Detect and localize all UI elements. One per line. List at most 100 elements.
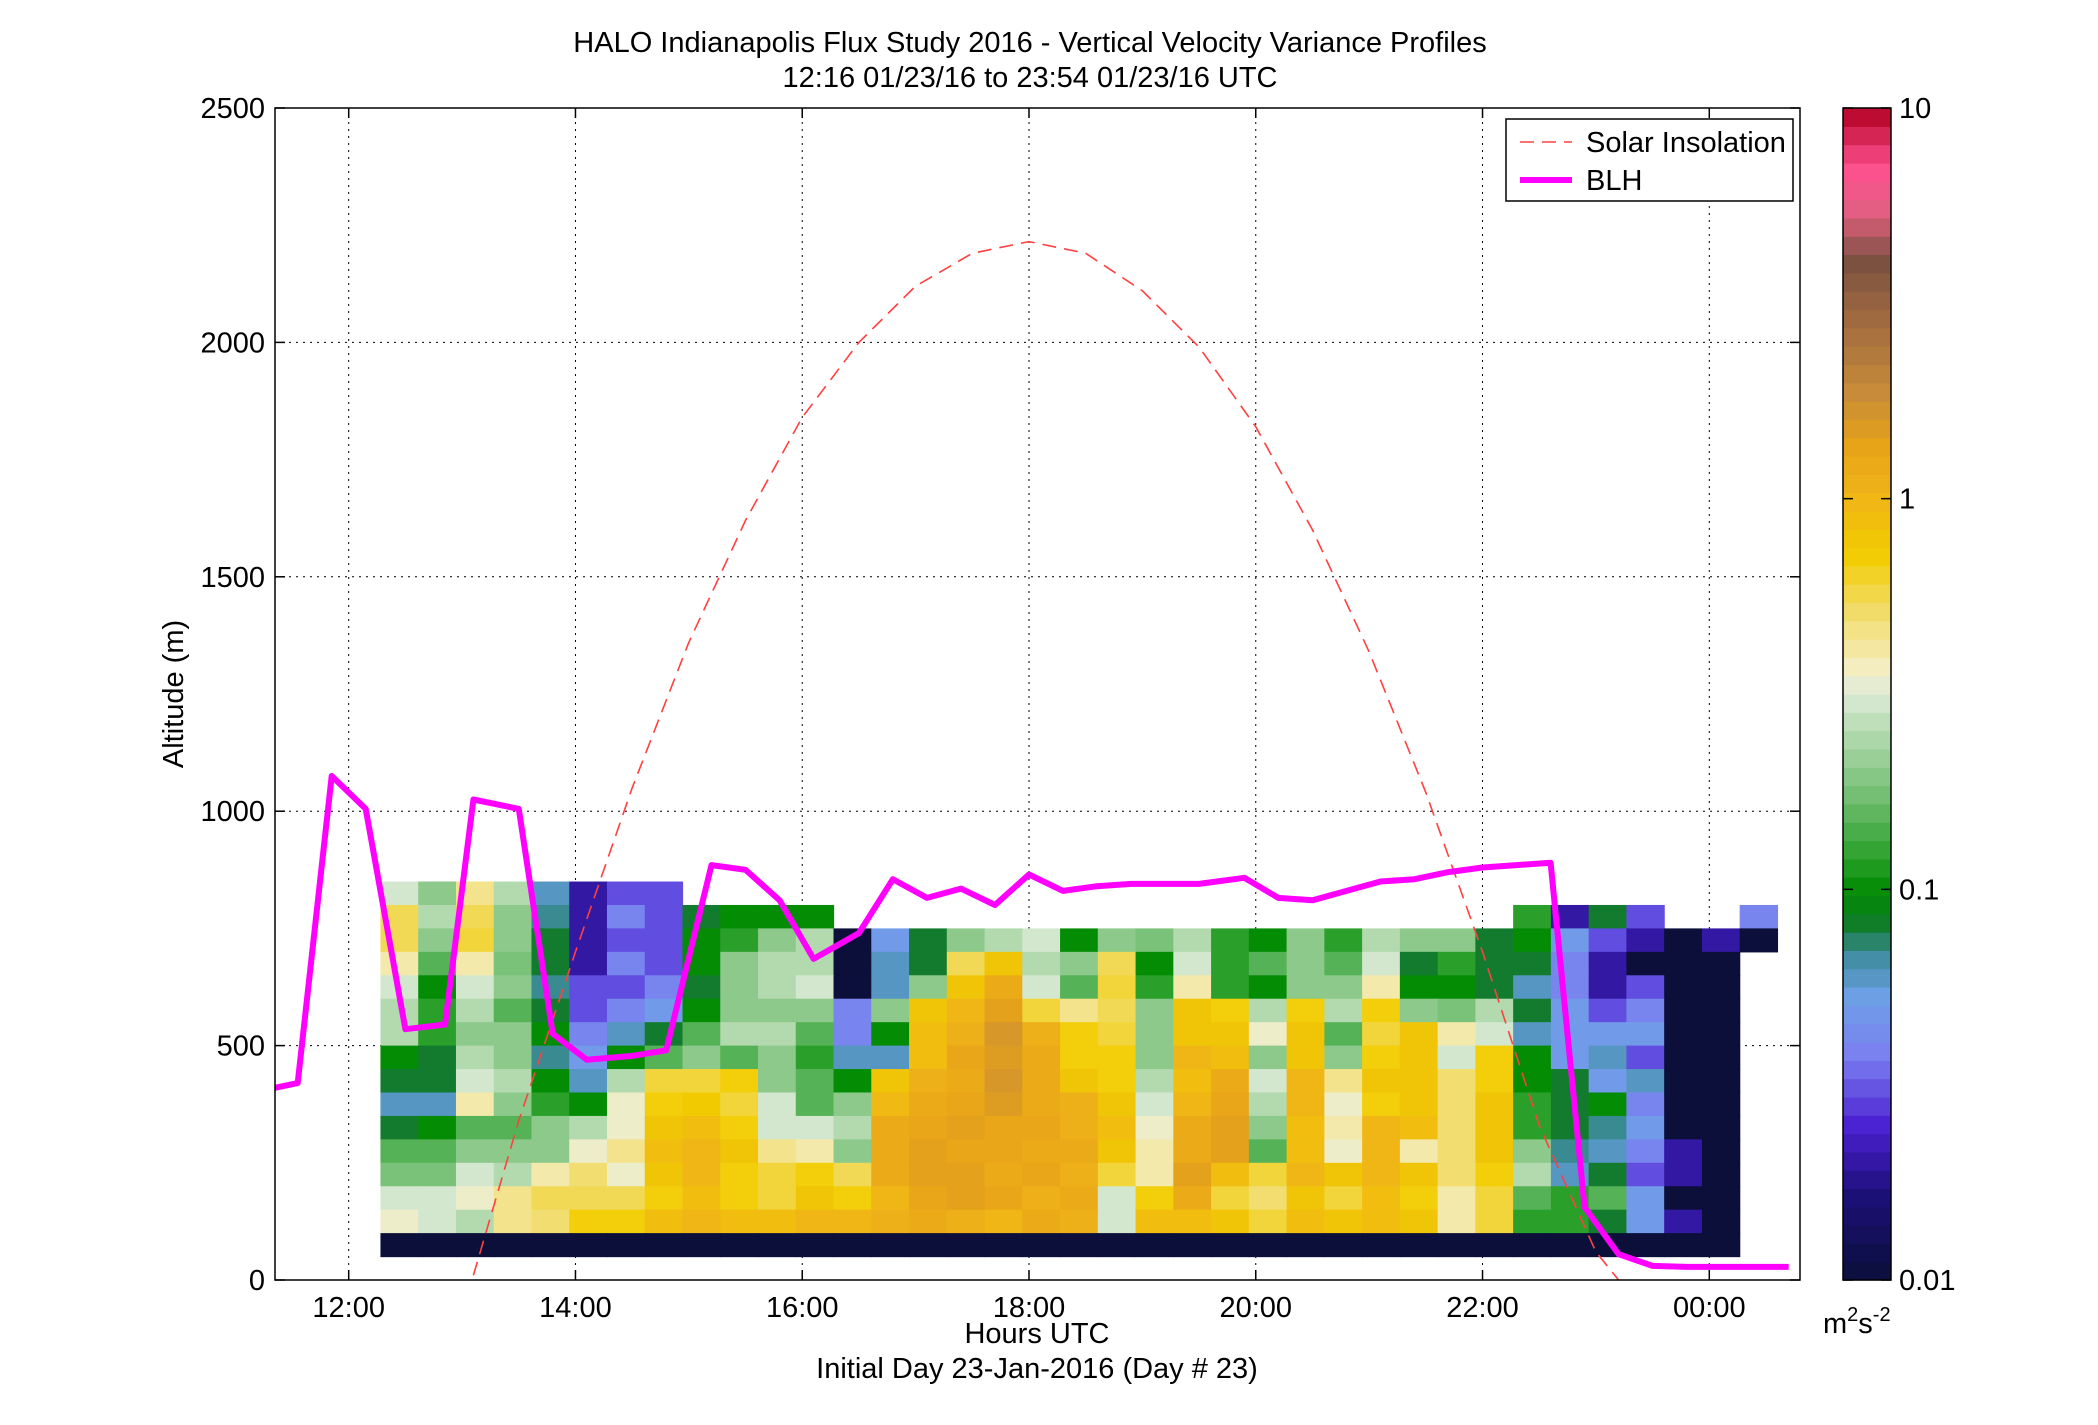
heatmap-cell xyxy=(644,881,684,906)
colorbar-segment xyxy=(1843,932,1891,951)
heatmap-cell xyxy=(1664,1162,1703,1187)
heatmap-cell xyxy=(1211,928,1250,953)
heatmap-cell xyxy=(1211,1045,1250,1070)
heatmap-cell xyxy=(1135,998,1174,1023)
heatmap-cell xyxy=(795,904,835,929)
colorbar-tick-label: 0.1 xyxy=(1899,874,1939,906)
heatmap-cell xyxy=(1060,1115,1099,1140)
heatmap-cell xyxy=(984,1045,1023,1070)
heatmap-cell xyxy=(1173,1069,1212,1094)
heatmap-cell xyxy=(1399,951,1439,976)
heatmap-cell xyxy=(1513,998,1552,1023)
heatmap-cell xyxy=(1022,998,1061,1023)
heatmap-cell xyxy=(1248,928,1288,953)
colorbar-segment xyxy=(1843,382,1891,402)
heatmap-cell xyxy=(1588,1115,1628,1140)
colorbar-segment xyxy=(1843,803,1891,823)
plot-frame xyxy=(274,107,1801,1281)
heatmap-cell xyxy=(984,1186,1023,1211)
heatmap-cell xyxy=(569,1186,608,1211)
heatmap-cell xyxy=(493,951,533,976)
heatmap-cell xyxy=(871,951,910,976)
heatmap-cell xyxy=(1475,951,1514,976)
heatmap-cell xyxy=(720,975,759,1000)
heatmap-cell xyxy=(1022,1139,1061,1164)
heatmap-cell xyxy=(1399,1186,1439,1211)
heatmap-cell xyxy=(1664,928,1703,953)
heatmap-cell xyxy=(493,1045,533,1070)
heatmap-cell xyxy=(1248,1209,1288,1234)
heatmap-cell xyxy=(1286,1022,1325,1047)
heatmap-cell xyxy=(1664,1115,1703,1140)
heatmap-cell xyxy=(833,1022,872,1047)
heatmap-cell xyxy=(1626,1233,1665,1258)
heatmap-cell xyxy=(1513,1186,1552,1211)
heatmap-cell xyxy=(758,1092,797,1117)
colorbar-segment xyxy=(1843,199,1891,219)
heatmap-cell xyxy=(1135,1209,1174,1234)
heatmap-cell xyxy=(644,1233,684,1258)
chart-title: HALO Indianapolis Flux Study 2016 - Vert… xyxy=(573,27,1486,59)
heatmap-cell xyxy=(720,1022,759,1047)
heatmap-cell xyxy=(1475,1209,1514,1234)
x-tick-label: 20:00 xyxy=(1219,1292,1292,1324)
heatmap-cell xyxy=(418,1162,457,1187)
y-tick-label: 0 xyxy=(249,1265,265,1297)
heatmap-cell xyxy=(833,1209,872,1234)
heatmap-cell xyxy=(909,928,948,953)
heatmap-cell xyxy=(720,951,759,976)
heatmap-cell xyxy=(418,904,457,929)
heatmap-cell xyxy=(569,1162,608,1187)
heatmap-cell xyxy=(720,1069,759,1094)
heatmap-cell xyxy=(946,975,986,1000)
heatmap-cell xyxy=(455,1115,495,1140)
heatmap-cell xyxy=(1362,1209,1401,1234)
series-lines xyxy=(274,240,1789,1281)
heatmap-cell xyxy=(1097,1092,1137,1117)
heatmap-cell xyxy=(644,1022,684,1047)
colorbar-segment xyxy=(1843,1078,1891,1098)
heatmap-cell xyxy=(1286,928,1325,953)
heatmap-cell xyxy=(380,1045,419,1070)
colorbar-tick-label: 1 xyxy=(1899,484,1915,516)
colorbar-segment xyxy=(1843,236,1891,256)
colorbar-segment xyxy=(1843,822,1891,842)
heatmap-cell xyxy=(1399,1092,1439,1117)
heatmap-cell xyxy=(1324,998,1363,1023)
heatmap-cell xyxy=(1437,928,1476,953)
heatmap-cell xyxy=(1248,975,1288,1000)
heatmap-cell xyxy=(1701,951,1741,976)
heatmap-cell xyxy=(758,1022,797,1047)
heatmap-cell xyxy=(1588,1139,1628,1164)
heatmap-cell xyxy=(984,1069,1023,1094)
heatmap-cell xyxy=(380,951,419,976)
heatmap-cell xyxy=(1060,1186,1099,1211)
heatmap-cell xyxy=(418,1209,457,1234)
colorbar-unit: m2s-2 xyxy=(1823,1304,1891,1340)
heatmap-cell xyxy=(1097,1045,1137,1070)
heatmap-cell xyxy=(380,1069,419,1094)
heatmap-cell xyxy=(418,881,457,906)
heatmap-cell xyxy=(946,998,986,1023)
heatmap-cell xyxy=(1626,998,1665,1023)
x-tick-label: 00:00 xyxy=(1673,1292,1746,1324)
heatmap-cell xyxy=(1286,998,1325,1023)
heatmap-cell xyxy=(871,1092,910,1117)
heatmap-cell xyxy=(1437,1209,1476,1234)
heatmap-cell xyxy=(1097,1186,1137,1211)
heatmap-cell xyxy=(1286,1139,1325,1164)
heatmap-cell xyxy=(1550,1115,1590,1140)
heatmap-cell xyxy=(1135,1115,1174,1140)
heatmap-cell xyxy=(606,975,646,1000)
colorbar-segment xyxy=(1843,126,1891,146)
heatmap-cell xyxy=(1097,928,1137,953)
heatmap-cell xyxy=(909,951,948,976)
heatmap-cell xyxy=(1664,1045,1703,1070)
heatmap-cell xyxy=(1060,1233,1099,1258)
heatmap-cell xyxy=(418,1069,457,1094)
heatmap-cell xyxy=(1022,1092,1061,1117)
colorbar-segment xyxy=(1843,1261,1891,1281)
heatmap-cell xyxy=(531,1045,570,1070)
heatmap-cell xyxy=(720,1186,759,1211)
heatmap-cell xyxy=(1097,1115,1137,1140)
